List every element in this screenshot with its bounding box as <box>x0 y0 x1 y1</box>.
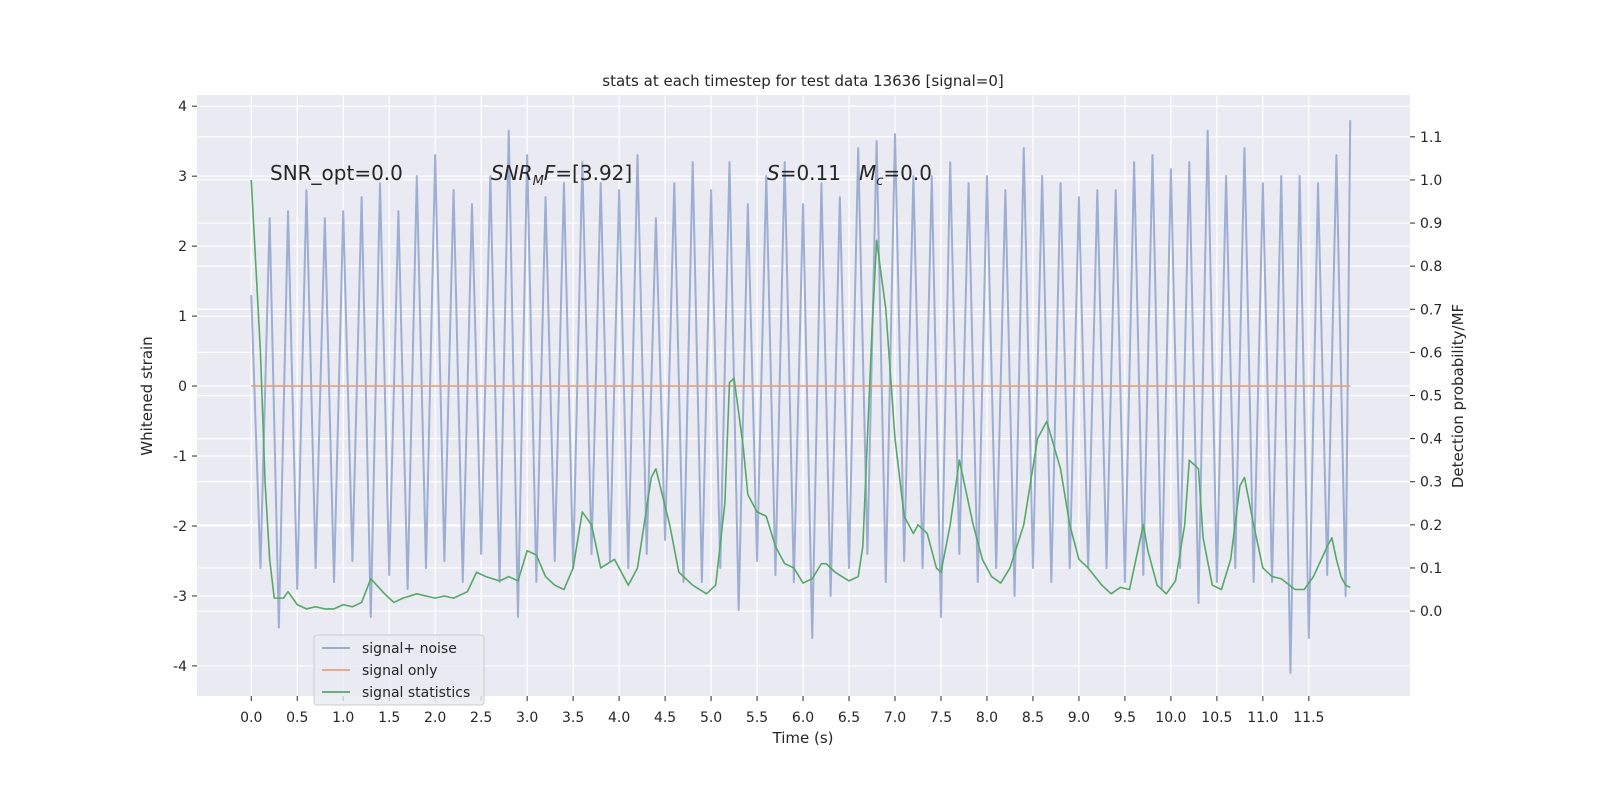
x-tick-label: 1.0 <box>332 710 354 726</box>
x-tick-label: 11.0 <box>1247 710 1278 726</box>
x-tick-label: 4.0 <box>608 710 630 726</box>
x-tick-label: 10.0 <box>1155 710 1186 726</box>
y2-tick-label: 0.1 <box>1420 561 1442 577</box>
x-tick-label: 5.0 <box>700 710 722 726</box>
x-tick-label: 7.5 <box>930 710 952 726</box>
legend-label: signal statistics <box>362 685 470 701</box>
x-tick-label: 0.5 <box>286 710 308 726</box>
y2-tick-label: 0.9 <box>1420 216 1442 232</box>
y2-tick-label: 0.3 <box>1420 475 1442 491</box>
series-line <box>250 179 1351 610</box>
y2-tick-label: 1.0 <box>1420 173 1442 189</box>
y2-tick-label: 1.1 <box>1420 130 1442 146</box>
y2-tick-label: 0.4 <box>1420 432 1442 448</box>
annotation-part: F <box>544 161 556 185</box>
y2-tick-label: 0.7 <box>1420 302 1442 318</box>
annotation: Mc=0.0 <box>859 161 932 189</box>
x-tick-label: 2.0 <box>424 710 446 726</box>
y-tick-label: -3 <box>173 589 187 605</box>
x-tick-label: 5.5 <box>746 710 768 726</box>
annotation: S=0.11 <box>767 161 841 185</box>
y2-axis-label: Detection probability/MF <box>1449 304 1467 488</box>
y2-tick-label: 0.6 <box>1420 345 1442 361</box>
annotation-part: SNR_opt=0.0 <box>270 161 403 185</box>
annotation-part: c <box>876 174 883 189</box>
y-tick-label: 1 <box>178 309 187 325</box>
legend-box <box>313 634 485 706</box>
x-tick-label: 4.5 <box>654 710 676 726</box>
y-tick-label: -2 <box>173 519 187 535</box>
series-line <box>250 120 1352 674</box>
x-tick-label: 3.5 <box>562 710 584 726</box>
y-tick-label: 2 <box>178 239 187 255</box>
x-tick-label: 6.0 <box>792 710 814 726</box>
y-tick-label: 3 <box>178 169 187 185</box>
x-axis-label: Time (s) <box>772 729 834 747</box>
y-tick-label: -1 <box>173 449 187 465</box>
annotation-part: M <box>533 174 544 189</box>
y-tick-label: 4 <box>178 99 187 115</box>
x-tick-label: 8.0 <box>976 710 998 726</box>
y-tick-label: 0 <box>178 379 187 395</box>
legend-label: signal+ noise <box>362 641 457 657</box>
x-tick-label: 6.5 <box>838 710 860 726</box>
annotation-part: M <box>859 161 876 185</box>
x-tick-label: 2.5 <box>470 710 492 726</box>
annotation: SNR_opt=0.0 <box>270 161 403 185</box>
y-tick-label: -4 <box>173 659 187 675</box>
x-tick-label: 9.5 <box>1114 710 1136 726</box>
annotation-part: S <box>767 161 780 185</box>
y2-tick-label: 0.5 <box>1420 389 1442 405</box>
x-tick-label: 0.0 <box>240 710 262 726</box>
x-tick-label: 11.5 <box>1293 710 1324 726</box>
x-tick-label: 10.5 <box>1201 710 1232 726</box>
annotation-part: =0.11 <box>780 161 841 185</box>
x-tick-label: 7.0 <box>884 710 906 726</box>
chart-title: stats at each timestep for test data 136… <box>602 72 1003 90</box>
y2-tick-label: 0.0 <box>1420 604 1442 620</box>
x-tick-label: 3.0 <box>516 710 538 726</box>
legend-label: signal only <box>362 663 437 679</box>
x-tick-label: 9.0 <box>1068 710 1090 726</box>
y2-tick-label: 0.2 <box>1420 518 1442 534</box>
y2-tick-label: 0.8 <box>1420 259 1442 275</box>
annotation: SNRMF=[3.92] <box>491 161 632 189</box>
annotation-part: SNR <box>491 161 533 185</box>
x-tick-label: 1.5 <box>378 710 400 726</box>
x-tick-label: 8.5 <box>1022 710 1044 726</box>
annotation-part: =0.0 <box>883 161 932 185</box>
annotation-part: =[3.92] <box>555 161 632 185</box>
y-axis-label: Whitened strain <box>138 336 156 455</box>
